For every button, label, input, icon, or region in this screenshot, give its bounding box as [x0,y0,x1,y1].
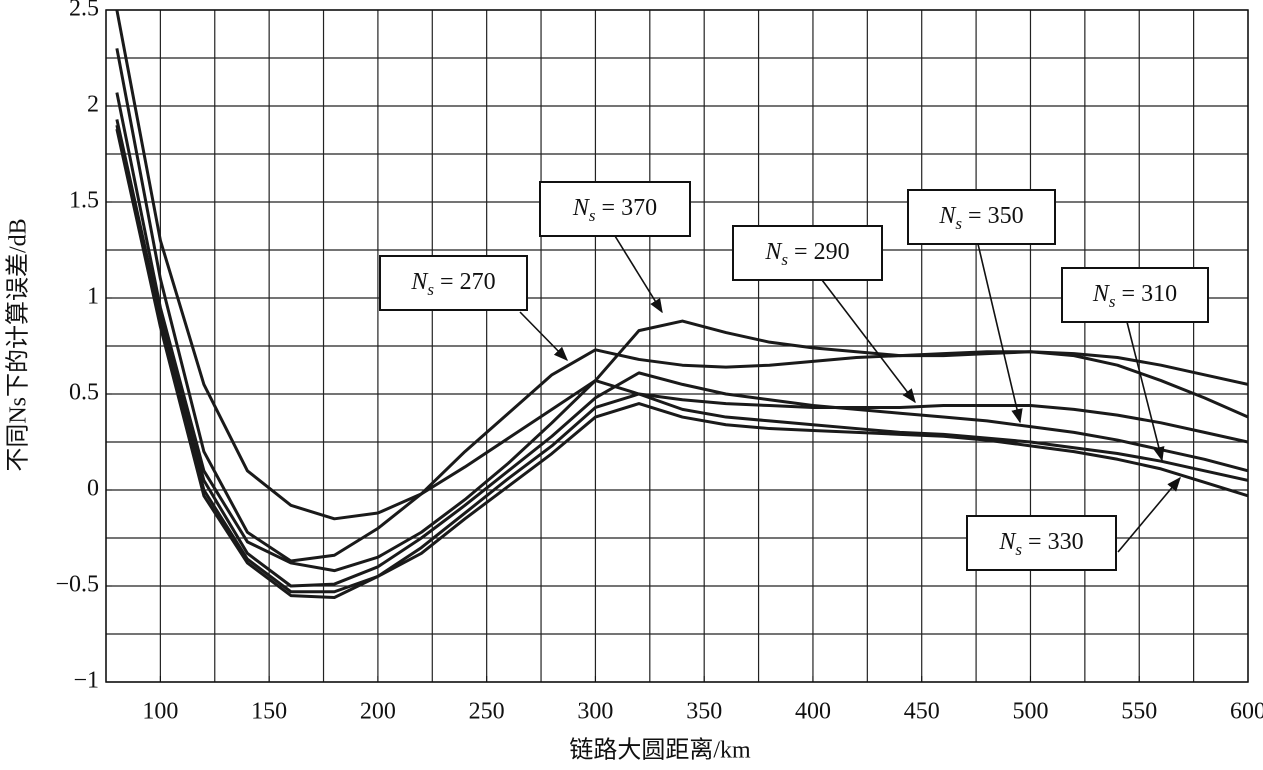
x-tick-label: 300 [577,699,613,725]
label-arrow [977,243,1023,424]
x-tick-label: 150 [251,699,287,725]
series-line [115,92,1248,573]
series-line [115,128,1248,600]
label-arrow [1117,476,1181,553]
label-arrow [519,311,569,362]
x-tick-label: 100 [142,699,178,725]
x-tick-label: 450 [904,699,940,725]
series-line [115,119,1248,588]
series-line [115,124,1248,594]
y-axis-label: 不同Ns下的计算误差/dB [5,218,32,471]
x-tick-label: 550 [1121,699,1157,725]
x-tick-label: 600 [1230,699,1263,725]
label-arrow [821,279,916,404]
label-arrow [614,235,663,314]
y-tick-label: 1 [87,284,99,310]
y-tick-label: 1.5 [69,188,99,214]
x-tick-label: 350 [686,699,722,725]
y-tick-label: −0.5 [55,572,99,598]
label-box [966,515,1117,571]
series-label: Ns = 270 [410,269,495,299]
y-tick-label: 2.5 [69,0,99,22]
x-tick-label: 400 [795,699,831,725]
x-tick-label: 500 [1012,699,1048,725]
label-box [539,181,691,237]
y-tick-label: −1 [73,668,99,694]
series-label: Ns = 330 [998,529,1083,559]
series-line [115,48,1248,563]
x-tick-label: 200 [360,699,396,725]
label-box [1061,267,1209,323]
label-box [379,255,528,311]
x-axis-label: 链路大圆距离/km [569,737,751,764]
series-label: Ns = 310 [1092,281,1177,311]
series-label: Ns = 370 [572,195,657,225]
y-tick-label: 0 [87,476,99,502]
label-box [732,225,883,281]
label-arrow [1126,321,1165,462]
plot-frame [105,9,1249,683]
series-label: Ns = 350 [938,203,1023,233]
y-tick-label: 0.5 [69,380,99,406]
x-tick-label: 250 [469,699,505,725]
series-label: Ns = 290 [764,239,849,269]
label-box [907,189,1056,245]
y-tick-label: 2 [87,92,99,118]
